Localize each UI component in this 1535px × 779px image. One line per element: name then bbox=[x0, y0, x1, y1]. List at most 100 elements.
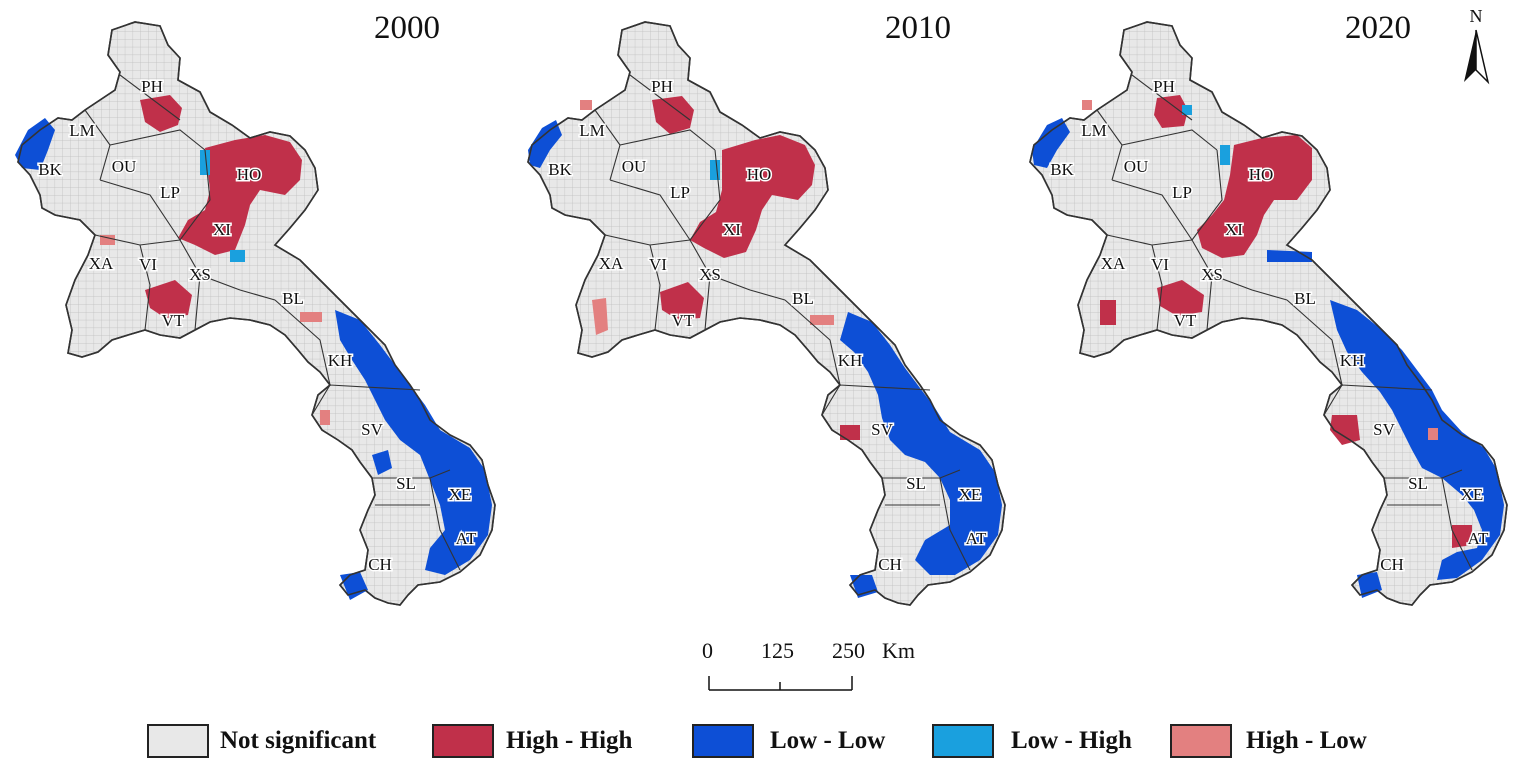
legend-swatch-not-significant bbox=[147, 724, 209, 758]
province-label-vt: VT bbox=[1174, 311, 1197, 330]
province-label-lp: LP bbox=[1172, 183, 1192, 202]
legend-swatch-high-low bbox=[1170, 724, 1232, 758]
legend-label-not-significant: Not significant bbox=[220, 727, 377, 754]
province-label-kh: KH bbox=[1340, 351, 1365, 370]
cluster-patch-high-low bbox=[810, 315, 834, 325]
province-label-ou: OU bbox=[622, 157, 647, 176]
cluster-patch-high-low bbox=[1082, 100, 1092, 110]
scale-bar bbox=[708, 676, 853, 691]
province-label-bk: BK bbox=[38, 160, 62, 179]
map-panel-2010: PH LM BK OU HO LP XI XA VI XS BL VT KH SV SL XE AT CH bbox=[527, 21, 1006, 606]
cluster-patch-high-high bbox=[652, 96, 694, 134]
north-arrow-icon bbox=[1464, 30, 1476, 82]
cluster-patch-high-high bbox=[145, 280, 192, 318]
province-label-lm: LM bbox=[579, 121, 605, 140]
province-label-vt: VT bbox=[162, 311, 185, 330]
province-label-lp: LP bbox=[160, 183, 180, 202]
cluster-patch-high-high bbox=[1452, 525, 1472, 548]
province-label-sl: SL bbox=[906, 474, 926, 493]
province-label-xs: XS bbox=[699, 265, 721, 284]
province-label-at: AT bbox=[966, 529, 987, 548]
scale-label-250: 250 bbox=[832, 638, 865, 663]
province-label-ch: CH bbox=[878, 555, 902, 574]
province-label-ho: HO bbox=[747, 165, 772, 184]
province-label-ph: PH bbox=[651, 77, 673, 96]
north-arrow-label: N bbox=[1470, 6, 1483, 26]
cluster-patch-low-low bbox=[1330, 300, 1504, 580]
province-label-ch: CH bbox=[368, 555, 392, 574]
cluster-patch-low-low bbox=[15, 118, 55, 170]
province-label-xi: XI bbox=[723, 220, 741, 239]
cluster-patch-high-low bbox=[580, 100, 592, 110]
year-label-2010: 2010 bbox=[885, 10, 951, 46]
cluster-patch-low-high bbox=[710, 160, 720, 180]
province-label-ho: HO bbox=[1249, 165, 1274, 184]
scale-label-125: 125 bbox=[761, 638, 794, 663]
province-label-xe: XE bbox=[1461, 485, 1484, 504]
province-label-lp: LP bbox=[670, 183, 690, 202]
year-label-2020: 2020 bbox=[1345, 10, 1411, 46]
year-label-2000: 2000 bbox=[374, 10, 440, 46]
map-panel-2020: PH LM BK OU HO LP XI XA VI XS BL VT KH SV SL XE AT CH bbox=[1029, 21, 1508, 606]
province-label-lm: LM bbox=[69, 121, 95, 140]
province-label-xs: XS bbox=[1201, 265, 1223, 284]
cluster-patch-low-low bbox=[335, 310, 492, 575]
legend-swatch-low-high bbox=[932, 724, 994, 758]
province-label-bl: BL bbox=[1294, 289, 1316, 308]
province-label-xs: XS bbox=[189, 265, 211, 284]
province-label-vi: VI bbox=[1151, 255, 1169, 274]
province-label-sv: SV bbox=[871, 420, 893, 439]
cluster-patch-high-high bbox=[1157, 280, 1204, 316]
cluster-patch-low-low bbox=[1357, 572, 1382, 598]
legend-label-high-high: High - High bbox=[506, 727, 633, 754]
cluster-patch-high-low bbox=[592, 298, 608, 335]
cluster-patch-high-high bbox=[660, 282, 704, 320]
province-label-sv: SV bbox=[361, 420, 383, 439]
cluster-patch-high-high bbox=[1197, 135, 1312, 258]
cluster-patch-high-high bbox=[690, 135, 815, 258]
cluster-patch-low-low bbox=[528, 120, 562, 168]
province-label-sl: SL bbox=[396, 474, 416, 493]
north-arrow-icon-right bbox=[1475, 29, 1490, 85]
cluster-patch-high-high bbox=[1154, 95, 1188, 128]
province-label-vi: VI bbox=[139, 255, 157, 274]
province-label-sl: SL bbox=[1408, 474, 1428, 493]
legend-swatch-low-low bbox=[692, 724, 754, 758]
province-label-xi: XI bbox=[1225, 220, 1243, 239]
province-label-sv: SV bbox=[1373, 420, 1395, 439]
cluster-patch-low-high bbox=[230, 250, 245, 262]
province-label-at: AT bbox=[456, 529, 477, 548]
province-label-kh: KH bbox=[838, 351, 863, 370]
scale-unit: Km bbox=[882, 638, 915, 663]
province-label-ou: OU bbox=[112, 157, 137, 176]
cluster-patch-low-low bbox=[850, 575, 878, 598]
province-label-xa: XA bbox=[1101, 254, 1126, 273]
cluster-patch-high-high bbox=[840, 425, 860, 440]
cluster-patch-low-high bbox=[1182, 105, 1192, 115]
cluster-patch-high-low bbox=[300, 312, 322, 322]
province-label-xe: XE bbox=[449, 485, 472, 504]
province-label-ho: HO bbox=[237, 165, 262, 184]
cluster-patch-high-low bbox=[320, 410, 330, 425]
province-borders bbox=[1096, 74, 1473, 571]
cluster-patch-high-high bbox=[140, 95, 182, 132]
province-label-xa: XA bbox=[89, 254, 114, 273]
legend-label-low-high: Low - High bbox=[1011, 727, 1132, 754]
legend-label-high-low: High - Low bbox=[1246, 727, 1367, 754]
scale-label-0: 0 bbox=[702, 638, 713, 663]
cluster-patch-low-high bbox=[1220, 145, 1230, 165]
province-label-ph: PH bbox=[141, 77, 163, 96]
province-label-xe: XE bbox=[959, 485, 982, 504]
province-borders bbox=[594, 74, 971, 571]
map-panel-2000: PH LM BK OU HO LP XI XA VI XS BL VT KH SV SL XE AT CH bbox=[15, 21, 496, 606]
province-borders bbox=[84, 74, 461, 571]
province-label-ph: PH bbox=[1153, 77, 1175, 96]
legend-label-low-low: Low - Low bbox=[770, 727, 886, 754]
province-label-vt: VT bbox=[672, 311, 695, 330]
province-label-xi: XI bbox=[213, 220, 231, 239]
province-label-bk: BK bbox=[548, 160, 572, 179]
province-label-xa: XA bbox=[599, 254, 624, 273]
province-label-at: AT bbox=[1468, 529, 1489, 548]
